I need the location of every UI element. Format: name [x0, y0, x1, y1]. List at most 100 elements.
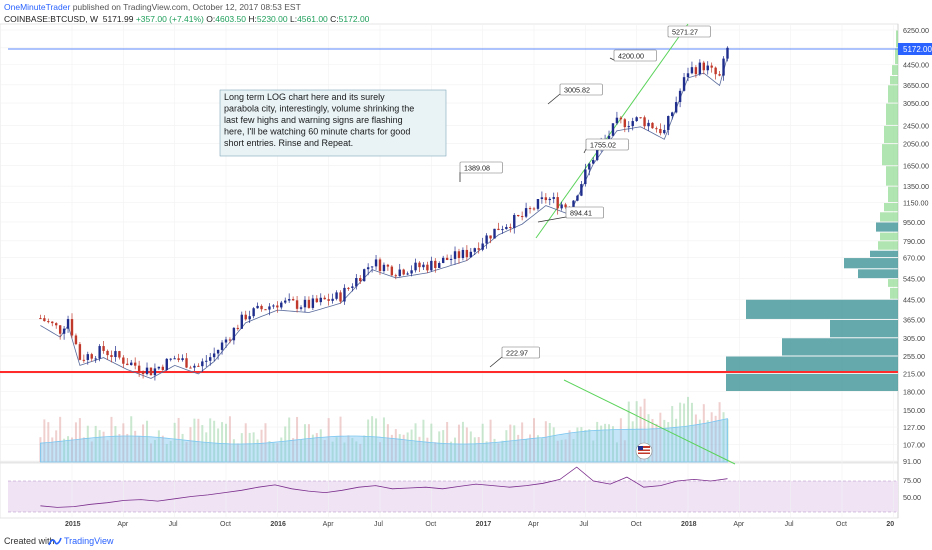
candle-body [457, 251, 461, 259]
candle-body [430, 260, 433, 271]
candle-body [216, 349, 220, 354]
candle-body [335, 292, 338, 299]
volume-bar [319, 429, 322, 462]
volume-bar [679, 402, 682, 462]
candle-body [690, 67, 694, 74]
candle-body [659, 128, 662, 134]
candle-body [438, 263, 441, 268]
time-tick-label: Apr [117, 521, 129, 528]
candle-body [572, 200, 575, 212]
annotation-box[interactable]: Long term LOG chart here and its surely p… [219, 89, 447, 157]
volume-bar [59, 416, 62, 462]
volume-bar [706, 420, 709, 462]
volume-profile-bar [878, 241, 898, 250]
volume-bar [655, 423, 658, 462]
volume-bar [521, 422, 524, 462]
candle-body [43, 318, 46, 322]
volume-bar [315, 433, 318, 462]
volume-bar [485, 441, 488, 462]
volume-bar [379, 442, 381, 462]
volume-bar [639, 406, 642, 462]
volume-bar [327, 418, 330, 462]
candle-body [264, 309, 267, 311]
price-tick-label: 6250.00 [903, 26, 929, 35]
price-tick-label: 1150.00 [903, 199, 928, 208]
candle-body [323, 297, 326, 300]
volume-bar [402, 434, 405, 462]
volume-bar [615, 442, 618, 462]
volume-bar [138, 436, 141, 462]
candle-body [307, 299, 311, 308]
tradingview-link[interactable]: TradingView [64, 536, 114, 546]
callout-leader [547, 93, 561, 105]
volume-profile-bar [876, 222, 898, 232]
time-axis: 2015 Apr Jul Oct 2016 Apr Jul Oct 2017 Apr Jul Oct 2… [65, 521, 894, 528]
candle-body [169, 358, 172, 360]
volume-bar [363, 435, 366, 462]
volume-profile-bar [892, 65, 898, 75]
callout-label: 894.41 [570, 208, 592, 217]
callout-box [613, 49, 657, 62]
candle-body [469, 251, 473, 258]
volume-bar [185, 442, 188, 462]
candle-body [331, 298, 334, 301]
author-link[interactable]: OneMinuteTrader [4, 2, 71, 12]
volume-profile-bar [890, 287, 898, 299]
volume-bar [134, 430, 137, 462]
candle-body [173, 358, 176, 360]
volume-profile-bar [880, 212, 898, 222]
volume-bar [43, 419, 46, 462]
callout-label: 5271.27 [672, 27, 698, 36]
candle-body [517, 214, 520, 217]
volume-bar [627, 401, 630, 462]
candle-body [224, 339, 228, 343]
volume-profile-bar [858, 269, 898, 279]
time-tick-label: 20 [886, 521, 894, 528]
candle-body [710, 65, 713, 68]
candle-body [607, 135, 611, 140]
candle-body [161, 366, 165, 371]
volume-bar [600, 425, 603, 462]
time-tick-label: 2016 [270, 521, 286, 528]
candle-body [82, 359, 86, 361]
candle-body [513, 214, 516, 229]
candle-body [359, 278, 362, 282]
annotation-line: parabola city, interestingly, volume shr… [224, 104, 414, 114]
volume-bar [122, 423, 125, 462]
volume-bar [671, 406, 674, 462]
close-value: 5172.00 [338, 14, 370, 24]
open-label: O: [206, 14, 216, 24]
candle-body [260, 305, 263, 310]
volume-bar [481, 423, 484, 462]
candle-body [165, 358, 168, 371]
volume-bar [351, 437, 354, 462]
candle-body [303, 299, 307, 308]
time-tick-label: Oct [220, 521, 231, 528]
volume-bar [63, 438, 66, 462]
volume-bar [126, 433, 129, 462]
price-tick-label: 150.00 [903, 406, 925, 415]
candles [39, 46, 729, 381]
callout-box [559, 83, 603, 96]
publish-line: OneMinuteTrader published on TradingView… [4, 2, 301, 12]
volume-bar [311, 434, 314, 462]
volume-bar [659, 412, 662, 462]
callout-box [667, 25, 711, 38]
volume-bar [564, 439, 567, 462]
candle-body [299, 307, 303, 309]
volume-bar [663, 419, 666, 462]
volume-bar [513, 425, 516, 462]
volume-bar [323, 440, 326, 462]
volume-bar [501, 440, 504, 462]
price-chart[interactable]: 5271.27 4200.00 3005.82 1755.02 1389.08 894.4… [0, 0, 932, 534]
volume-profile-bar [746, 299, 898, 319]
volume-bar [67, 436, 70, 462]
candle-body [477, 248, 480, 250]
price-tick-label: 4450.00 [903, 61, 929, 70]
candle-body [520, 216, 524, 218]
candle-body [509, 226, 512, 229]
volume-bar [47, 422, 50, 462]
candle-body [291, 299, 295, 301]
candle-body [370, 266, 374, 268]
candle-body [639, 117, 642, 119]
